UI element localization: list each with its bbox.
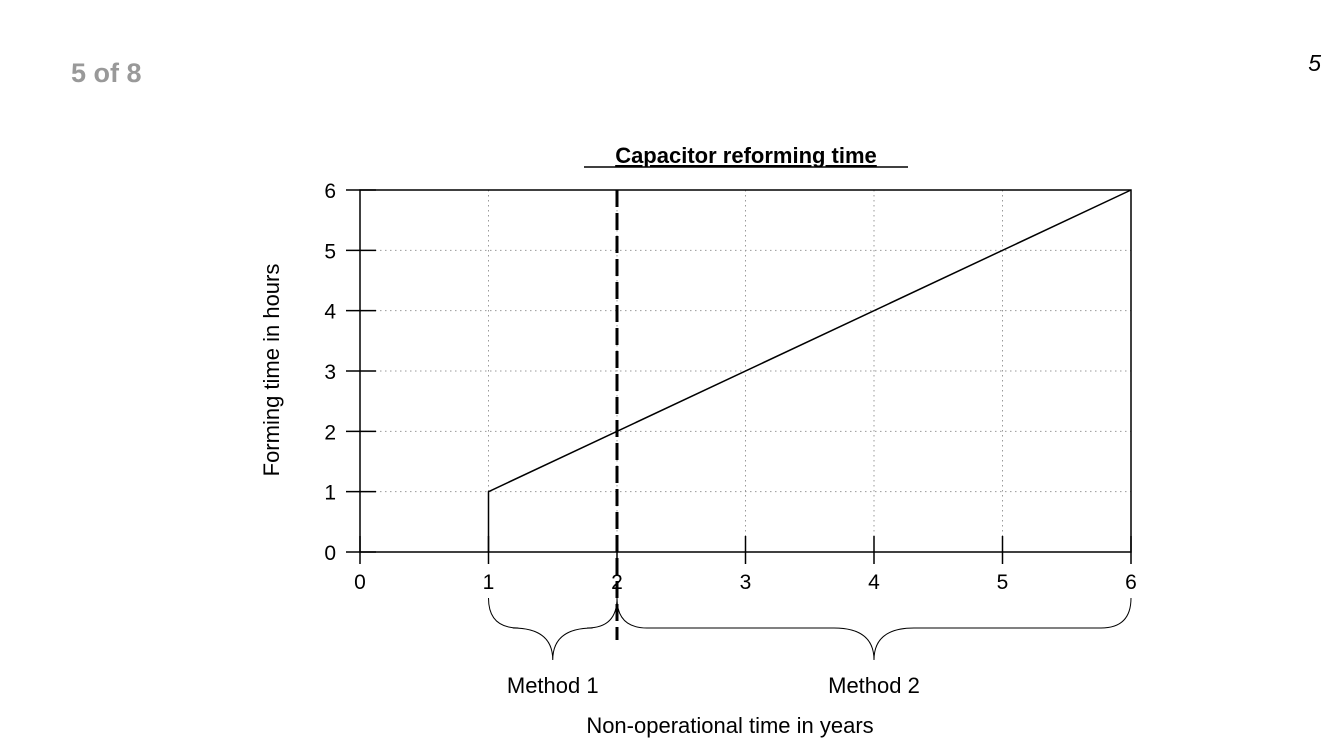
series [487, 189, 1132, 640]
y-tick-label-1: 1 [324, 482, 336, 505]
series-line-0 [487, 189, 1132, 552]
region-brace-2 [616, 597, 1132, 661]
y-tick-label-4: 4 [324, 301, 336, 324]
y-tick-label-3: 3 [324, 361, 336, 384]
x-tick-label-4: 4 [868, 571, 880, 594]
method-regions: Method 1 Method 2 [488, 597, 1132, 698]
x-tick-label-1: 1 [483, 571, 495, 594]
y-tick-label-6: 6 [324, 180, 336, 203]
y-tick-label-2: 2 [324, 421, 336, 444]
y-axis-label: Forming time in hours [259, 264, 284, 477]
region-label-1: Method 1 [507, 673, 599, 698]
y-tick-label-5: 5 [324, 240, 336, 263]
page-number: 5 [1308, 50, 1321, 76]
region-label-2: Method 2 [828, 673, 920, 698]
y-tick-label-0: 0 [324, 542, 336, 565]
page-counter: 5 of 8 [71, 58, 142, 88]
x-tick-label-3: 3 [740, 571, 752, 594]
x-tick-label-5: 5 [997, 571, 1009, 594]
chart-title: Capacitor reforming time [615, 143, 877, 168]
x-axis-label: Non-operational time in years [586, 713, 873, 738]
tick-labels: 0 1 2 3 4 5 6 0 1 2 3 4 5 6 [324, 180, 1137, 594]
x-tick-label-2: 2 [611, 571, 623, 594]
x-tick-label-6: 6 [1125, 571, 1137, 594]
region-brace-1 [488, 597, 618, 661]
x-tick-label-0: 0 [354, 571, 366, 594]
